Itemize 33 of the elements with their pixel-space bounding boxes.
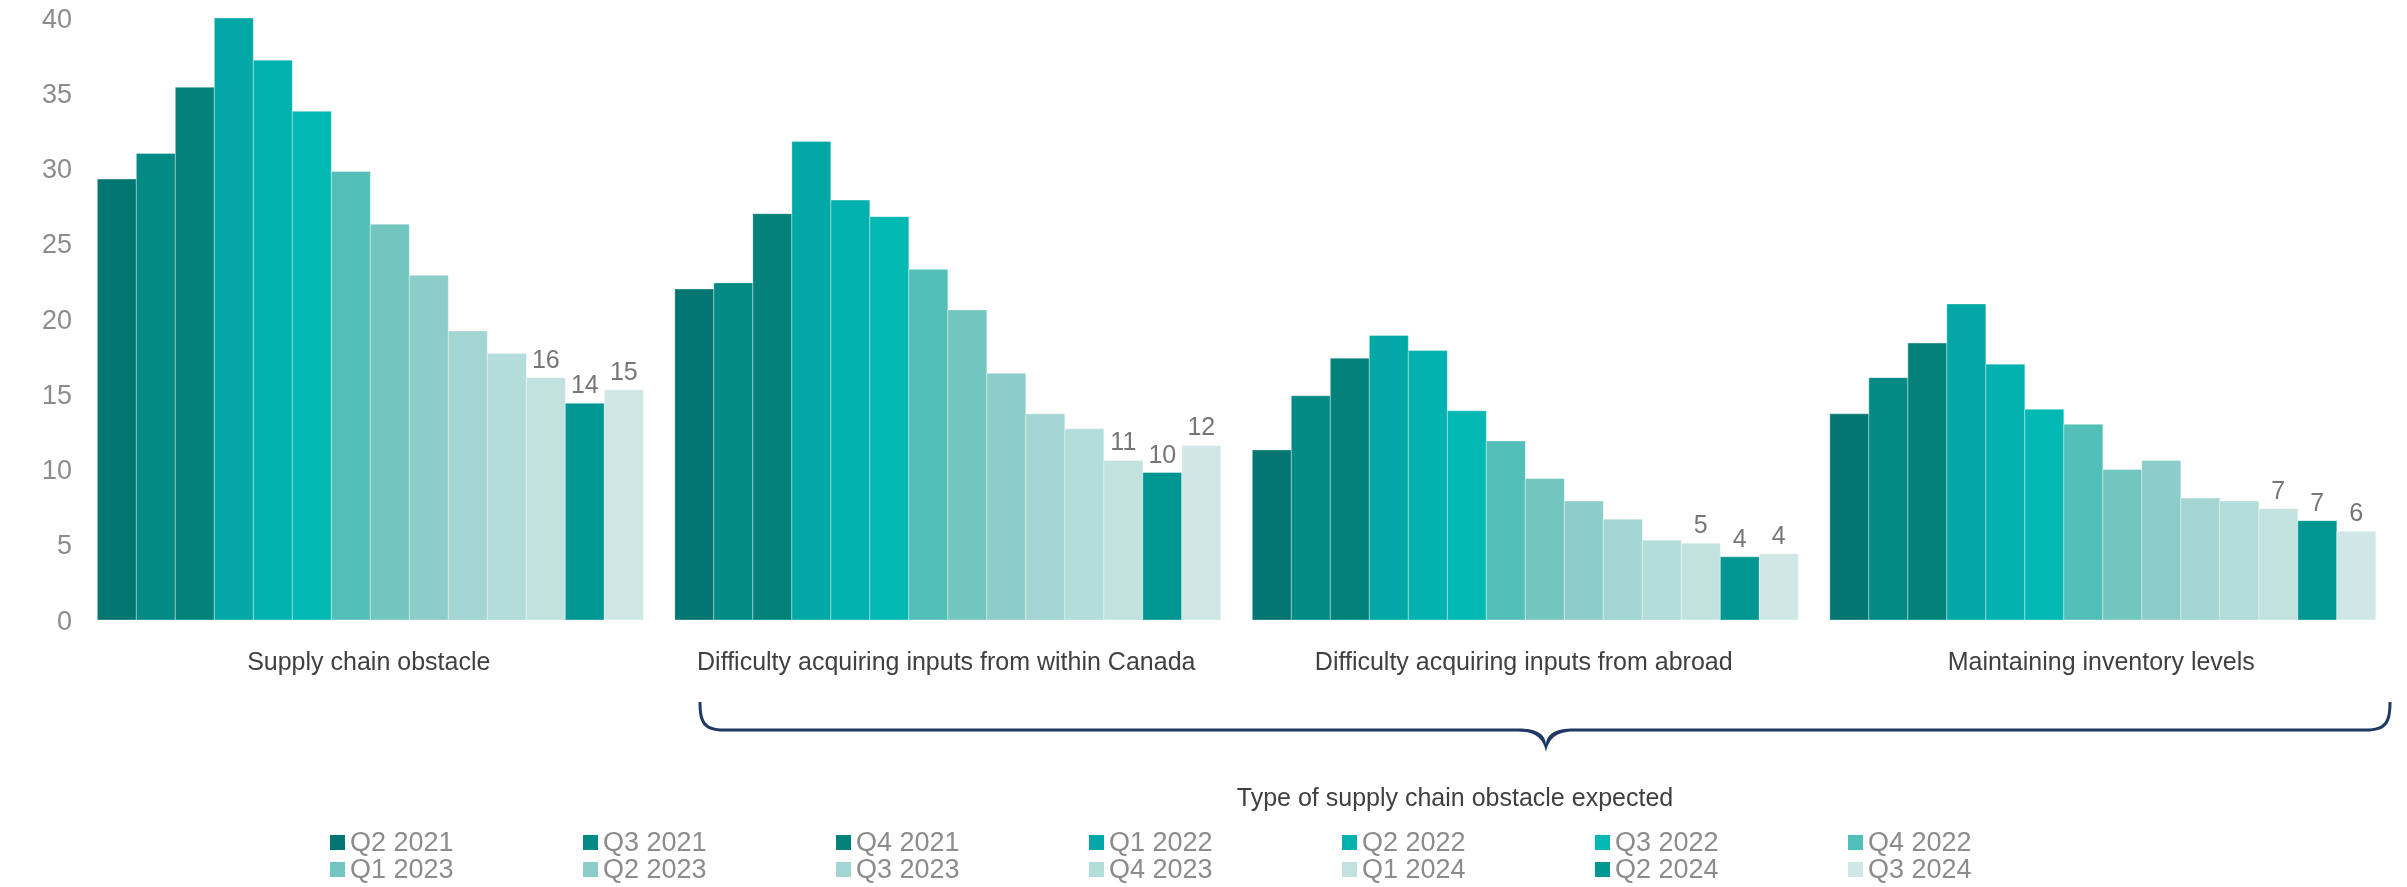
y-tick-label: 20	[41, 304, 72, 335]
data-label: 4	[1732, 523, 1747, 552]
y-tick-label: 0	[56, 605, 72, 636]
y-tick-label: 5	[56, 530, 72, 561]
y-tick-label: 25	[41, 229, 72, 260]
legend-label: Q3 2022	[1615, 827, 1719, 858]
data-label: 15	[609, 356, 638, 385]
y-tick-label: 30	[41, 154, 72, 185]
data-label: 5	[1693, 510, 1708, 539]
y-tick-label: 40	[41, 3, 72, 34]
legend-label: Q2 2022	[1362, 827, 1466, 858]
y-tick-label: 10	[41, 455, 72, 486]
legend-label: Q3 2021	[603, 827, 707, 858]
legend-label: Q1 2022	[1109, 827, 1213, 858]
legend-label: Q4 2021	[856, 827, 960, 858]
x-tick-label: Supply chain obstacle	[247, 647, 491, 675]
data-label: 14	[570, 370, 599, 399]
data-label: 10	[1148, 439, 1177, 468]
data-label: 11	[1110, 427, 1137, 456]
x-axis-title: Type of supply chain obstacle expected	[1235, 783, 1675, 812]
legend-label: Q2 2021	[350, 827, 454, 858]
data-label: 7	[2310, 487, 2325, 516]
y-tick-label: 35	[41, 78, 72, 109]
data-label: 12	[1187, 412, 1216, 441]
y-tick-label: 15	[41, 379, 72, 410]
data-label: 7	[2271, 475, 2286, 504]
data-label: 4	[1771, 520, 1786, 549]
data-label: 16	[531, 344, 560, 373]
x-tick-label: Difficulty acquiring inputs from within Canada	[697, 647, 1196, 675]
x-tick-label: Difficulty acquiring inputs from abroad	[1314, 647, 1733, 675]
data-label: 6	[2349, 498, 2364, 527]
legend-label: Q4 2022	[1868, 827, 1972, 858]
x-tick-label: Maintaining inventory levels	[1947, 647, 2255, 675]
